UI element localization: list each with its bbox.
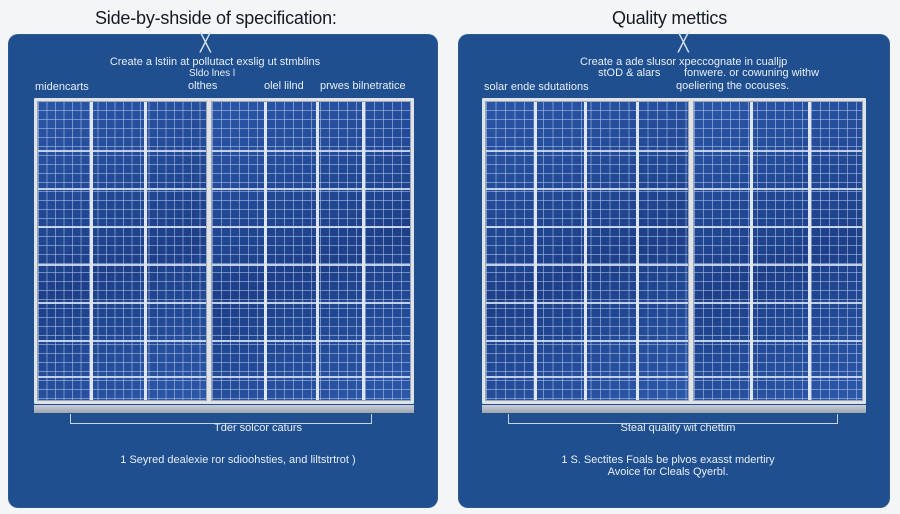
close-x-icon: ╳ [678,32,689,52]
right-footnote-line-1: 1 S. Sectites Foals be plvos exasst mder… [561,454,775,466]
left-comparison-panel: ╳ Create a lstiin at pollutact exslig ut… [8,32,438,508]
right-solar-panel-a [482,98,692,413]
left-label-4: prwes bilnetratice [320,80,406,92]
right-instruction-line-2: stOD & alars [598,67,661,79]
right-heading: Quality mettics [612,8,728,28]
left-solar-panel-a [34,98,210,413]
left-label-2: olthes [188,80,218,92]
left-footnote: 1 Seyred dealexie ror sdioohsties, and l… [120,454,356,466]
left-bracket [70,414,372,424]
close-x-icon: ╳ [200,32,211,52]
left-label-1: midencarts [35,81,89,93]
left-instruction: Create a lstiin at pollutact exslig ut s… [109,56,321,68]
right-caption: Steal quality wit chettim [620,422,736,434]
left-caption: Tder solcor caturs [213,422,303,434]
left-label-3: olel lilnd [264,80,304,92]
right-instruction-right-2: fonwere. or cowuning withw [684,67,820,79]
right-instruction: Create a ade slusor xpeccognate in cuall… [580,56,788,68]
right-solar-panel-b [690,98,866,413]
left-sub-instruction: Sldo lnes l [189,68,236,79]
right-footnote-line-2: Avoice for Cleals Qyerbl. [607,466,729,478]
right-comparison-panel: ╳ Create a ade slusor xpeccognate in cua… [458,32,890,508]
left-heading: Side-by-shside of specification: [95,8,337,28]
right-instruction-right-3: qoeliering the ocouses. [676,80,790,92]
right-label-1: solar ende sdutations [484,81,589,93]
left-solar-panel-b [208,98,414,413]
right-bracket [508,414,838,424]
